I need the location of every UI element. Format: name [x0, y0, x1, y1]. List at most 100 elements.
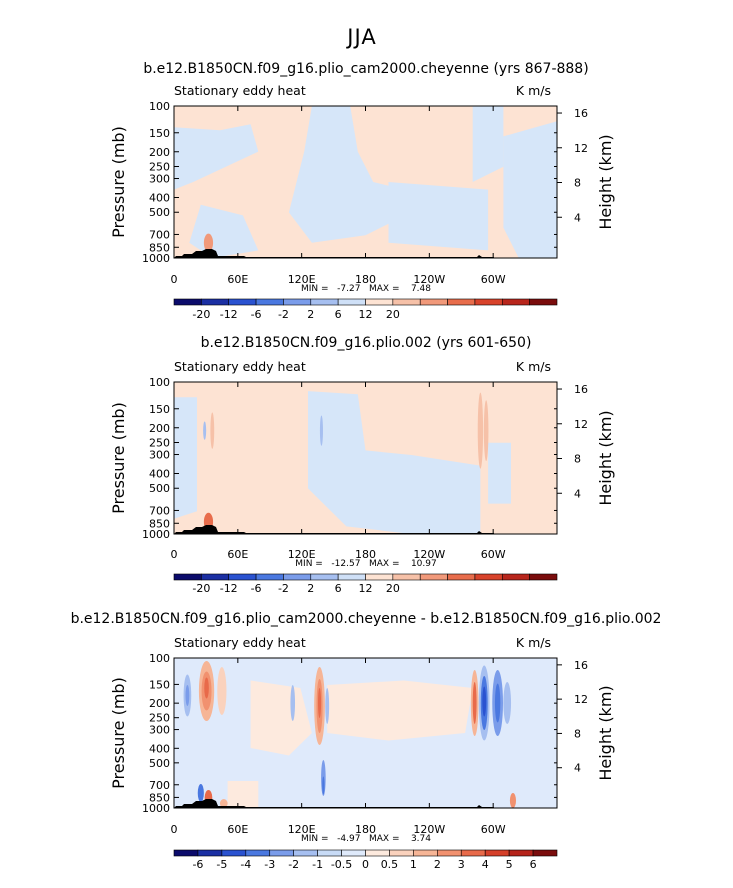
- lon-tick-label: 120E: [288, 823, 316, 836]
- colorbar-label: -20: [192, 308, 210, 321]
- colorbar-swatch: [228, 298, 257, 306]
- pressure-tick-label: 500: [149, 482, 170, 495]
- colorbar-swatch: [197, 849, 223, 857]
- figure-title: JJA: [345, 25, 376, 49]
- colorbar-swatch: [173, 298, 202, 306]
- contour-blob: [203, 421, 207, 440]
- colorbar-label: -6: [251, 582, 262, 595]
- colorbar-swatch: [447, 573, 476, 581]
- contour-blob: [503, 682, 512, 724]
- colorbar-label: 2: [307, 308, 314, 321]
- colorbar-label: 3: [458, 858, 465, 871]
- pressure-tick-label: 850: [149, 241, 170, 254]
- colorbar-label: -3: [264, 858, 275, 871]
- colorbar: -20 -12 -6 -2 2 6 12 20: [173, 298, 558, 321]
- colorbar-swatch: [474, 573, 503, 581]
- colorbar-swatch: [337, 298, 366, 306]
- colorbar-label: -0.5: [331, 858, 352, 871]
- panel-1: b.e12.B1850CN.f09_g16.plio_cam2000.cheye…: [109, 61, 615, 321]
- lon-tick-label: 0: [171, 548, 178, 561]
- contour-region: [488, 442, 511, 504]
- colorbar-label: 6: [335, 582, 342, 595]
- lon-tick-label: 120W: [413, 273, 445, 286]
- pressure-tick-label: 700: [149, 228, 170, 241]
- pressure-tick-label: 400: [149, 468, 170, 481]
- panel-variable-label: Stationary eddy heat: [174, 83, 306, 98]
- height-tick-label: 16: [574, 107, 588, 120]
- lon-tick-label: 120W: [413, 823, 445, 836]
- colorbar-swatch: [392, 573, 421, 581]
- pressure-tick-label: 200: [149, 146, 170, 159]
- colorbar-swatch: [221, 849, 247, 857]
- height-tick-label: 12: [574, 418, 588, 431]
- colorbar-label: 2: [307, 582, 314, 595]
- lon-tick-label: 180: [355, 823, 376, 836]
- colorbar-label: -12: [220, 582, 238, 595]
- contour-blob: [477, 392, 484, 469]
- min-max-stats: MIN = -7.27 MAX = 7.48: [301, 284, 431, 294]
- pressure-tick-label: 150: [149, 127, 170, 140]
- contour-blob: [483, 400, 489, 462]
- colorbar-swatch: [392, 298, 421, 306]
- pressure-tick-label: 300: [149, 724, 170, 737]
- contour-blob: [322, 776, 325, 795]
- lon-tick-label: 120E: [288, 548, 316, 561]
- colorbar-swatch: [228, 573, 257, 581]
- topography: [174, 799, 494, 808]
- pressure-tick-label: 150: [149, 403, 170, 416]
- colorbar-swatch: [310, 573, 339, 581]
- colorbar-label: 0.5: [381, 858, 399, 871]
- colorbar-label: 6: [335, 308, 342, 321]
- min-max-stats: MIN = -4.97 MAX = 3.74: [301, 834, 431, 844]
- colorbar-swatch: [317, 849, 342, 857]
- colorbar-swatch: [460, 849, 486, 857]
- topography: [174, 525, 494, 534]
- colorbar-label: -2: [278, 308, 289, 321]
- pressure-axis-title: Pressure (mb): [109, 677, 128, 789]
- colorbar-swatch: [529, 298, 558, 306]
- pressure-tick-label: 250: [149, 436, 170, 449]
- pressure-tick-label: 300: [149, 173, 170, 186]
- pressure-tick-label: 200: [149, 422, 170, 435]
- colorbar-swatch: [255, 298, 284, 306]
- pressure-tick-label: 100: [149, 376, 170, 389]
- pressure-tick-label: 150: [149, 678, 170, 691]
- colorbar-swatch: [201, 298, 230, 306]
- contour-blob: [203, 233, 214, 252]
- pressure-axis-title: Pressure (mb): [109, 126, 128, 238]
- colorbar-label: -4: [240, 858, 251, 871]
- lon-tick-label: 0: [171, 273, 178, 286]
- lon-tick-label: 60W: [481, 548, 506, 561]
- colorbar-swatch: [532, 849, 558, 857]
- height-tick-label: 12: [574, 142, 588, 155]
- height-tick-label: 16: [574, 383, 588, 396]
- contour-blob: [482, 686, 487, 717]
- colorbar-swatch: [474, 298, 503, 306]
- pressure-tick-label: 250: [149, 712, 170, 725]
- colorbar-swatch: [269, 849, 294, 857]
- panel-units-label: K m/s: [516, 635, 551, 650]
- contour-region: [250, 680, 312, 756]
- colorbar-swatch: [365, 849, 390, 857]
- lon-tick-label: 60E: [227, 273, 248, 286]
- colorbar-swatch: [255, 573, 284, 581]
- contour-blob: [494, 683, 501, 723]
- colorbar-label: 6: [530, 858, 537, 871]
- contour-blob: [185, 685, 190, 706]
- colorbar-label: 0: [362, 858, 369, 871]
- height-tick-label: 4: [574, 487, 581, 500]
- height-tick-label: 12: [574, 693, 588, 706]
- contour-region: [227, 781, 259, 808]
- contour-blob: [290, 685, 296, 721]
- contour-blob: [472, 682, 477, 724]
- panel-units-label: K m/s: [516, 359, 551, 374]
- pressure-tick-label: 500: [149, 206, 170, 219]
- pressure-tick-label: 1000: [142, 528, 170, 541]
- height-axis-title: Height (km): [596, 685, 615, 780]
- panel-title: b.e12.B1850CN.f09_g16.plio.002 (yrs 601-…: [201, 335, 532, 351]
- min-max-stats: MIN = -12.57 MAX = 10.97: [295, 559, 436, 569]
- colorbar-swatch: [508, 849, 534, 857]
- contour-blob: [217, 667, 227, 715]
- colorbar-swatch: [173, 573, 202, 581]
